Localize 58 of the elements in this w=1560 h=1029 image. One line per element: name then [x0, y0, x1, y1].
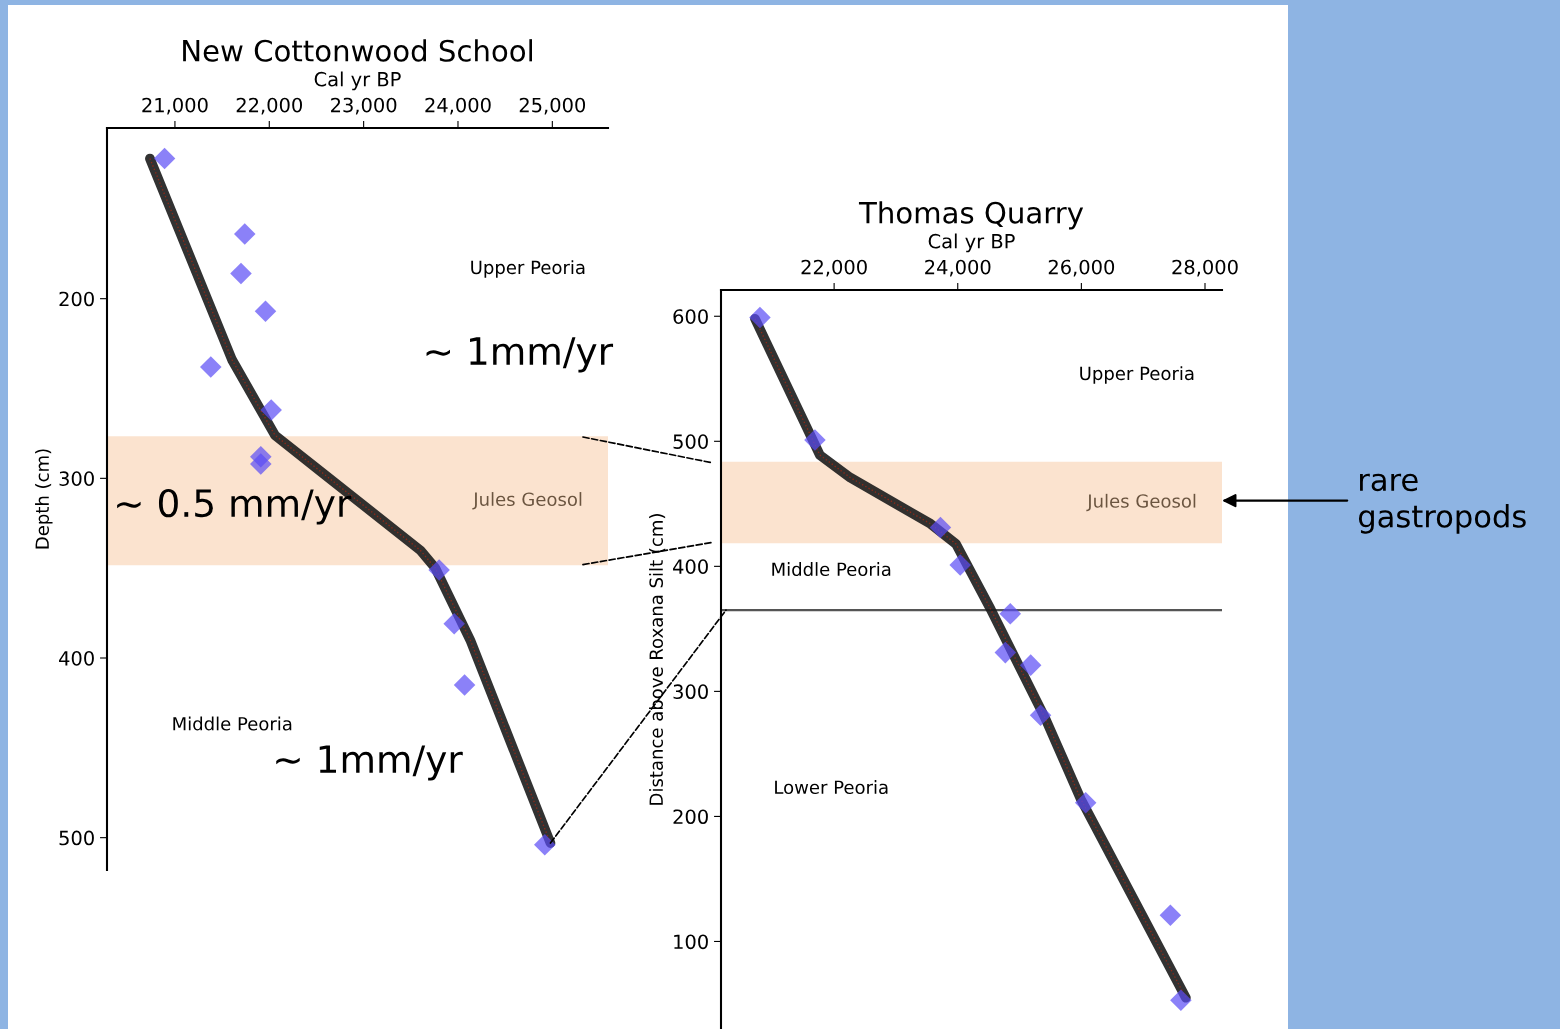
point	[949, 554, 971, 576]
point	[443, 613, 465, 635]
point	[254, 300, 277, 323]
point	[749, 306, 771, 329]
x-axis-title: Cal yr BP	[928, 233, 1015, 253]
annotation: Lower Peoria	[775, 780, 888, 795]
y-tick-label: 600	[673, 309, 708, 324]
band-label: Jules Geosol	[472, 492, 582, 510]
point	[999, 603, 1022, 625]
y-tick-label: 200	[59, 291, 94, 307]
point	[1029, 704, 1052, 726]
band-label: Jules Geosol	[1086, 493, 1196, 512]
x-axis-title: Cal yr BP	[314, 71, 401, 91]
x-tick-label: 25,000	[519, 97, 586, 115]
annotation: ~ 1mm/yr	[276, 745, 463, 781]
point	[230, 262, 252, 285]
annotation: Middle Peoria	[772, 562, 891, 577]
x-tick-label: 21,000	[142, 97, 208, 115]
y-axis-title: Distance above Roxana Silt (cm)	[649, 514, 666, 805]
annotation: Upper Peoria	[1080, 366, 1194, 384]
x-tick-label: 24,000	[925, 259, 991, 277]
annotation: ~ 0.5 mm/yr	[117, 488, 352, 525]
text: rare gastropods	[1358, 473, 1526, 534]
annotation: Upper Peoria	[471, 260, 585, 278]
point	[534, 834, 556, 856]
x-tick-label: 28,000	[1172, 259, 1238, 277]
annotation: Middle Peoria	[173, 716, 292, 731]
point	[453, 674, 476, 696]
y-tick-label: 500	[673, 434, 708, 449]
y-tick-label: 500	[59, 830, 94, 846]
x-tick-label: 22,000	[236, 97, 303, 115]
point	[233, 223, 256, 245]
y-tick-label: 200	[673, 809, 708, 825]
point	[200, 356, 222, 378]
point	[250, 453, 272, 475]
y-tick-label: 400	[673, 559, 708, 575]
x-tick-label: 26,000	[1048, 259, 1115, 277]
chart-title: New Cottonwood School	[183, 39, 532, 62]
x-tick-label: 23,000	[331, 97, 397, 115]
chart-title: Thomas Quarry	[858, 201, 1084, 230]
point	[929, 516, 952, 539]
point	[153, 147, 176, 170]
y-tick-label: 100	[674, 934, 708, 950]
point	[804, 429, 826, 451]
y-tick-label: 300	[59, 471, 94, 486]
x-tick-label: 24,000	[425, 97, 491, 115]
point	[994, 641, 1017, 664]
point	[1170, 989, 1192, 1011]
point	[1074, 791, 1097, 814]
point	[1019, 654, 1042, 676]
y-tick-label: 400	[59, 650, 94, 666]
point	[260, 399, 282, 421]
point	[1159, 904, 1182, 926]
point	[428, 559, 450, 581]
annotation: ~ 1mm/yr	[426, 337, 614, 373]
y-axis-title: Depth (cm)	[35, 449, 53, 549]
x-tick-label: 22,000	[801, 259, 867, 277]
y-tick-label: 300	[673, 684, 708, 700]
